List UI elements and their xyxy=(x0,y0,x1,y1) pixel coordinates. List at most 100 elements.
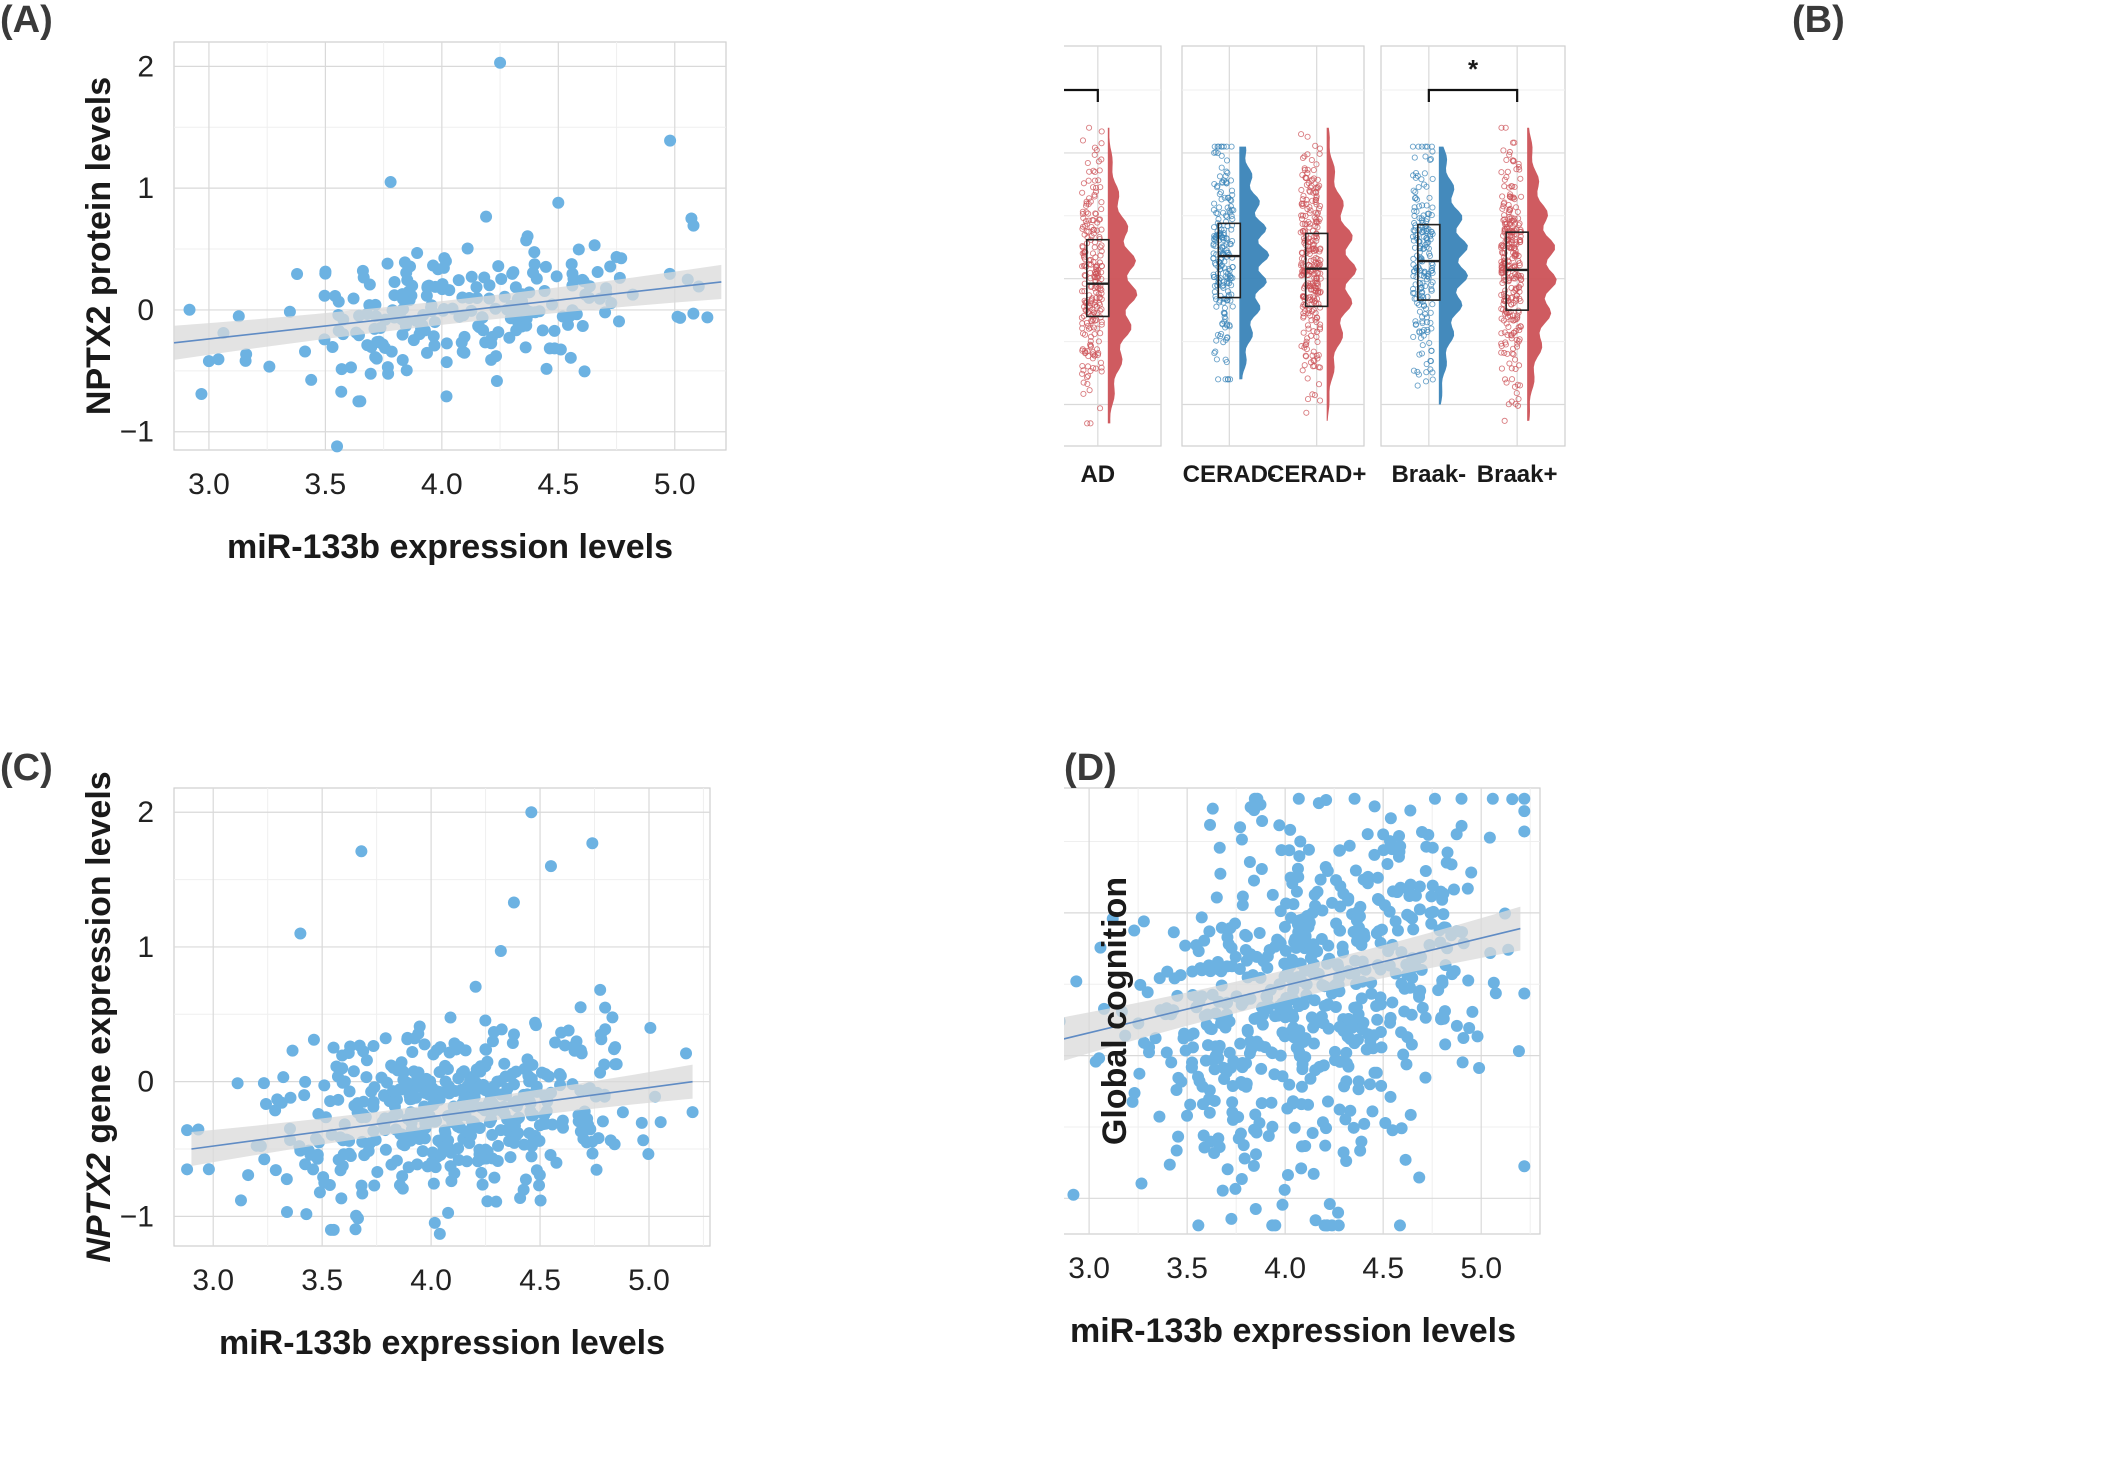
jitter-point xyxy=(1516,260,1523,267)
jitter-point xyxy=(1098,319,1105,326)
jitter-point xyxy=(1094,325,1101,332)
data-point xyxy=(594,983,607,996)
data-point xyxy=(664,134,677,147)
jitter-point xyxy=(1219,320,1226,327)
plot-area xyxy=(173,787,711,1247)
data-point xyxy=(509,281,522,294)
jitter-point xyxy=(1079,362,1086,370)
data-point xyxy=(1309,1214,1322,1227)
data-point xyxy=(565,258,578,271)
data-point xyxy=(425,1156,438,1169)
data-point xyxy=(1249,1148,1262,1161)
x-tick-label: 5.0 xyxy=(628,1264,670,1297)
jitter-point xyxy=(1423,235,1430,242)
data-point xyxy=(393,1179,406,1192)
jitter-point xyxy=(1085,353,1092,360)
group-label: Braak- xyxy=(1391,461,1466,488)
jitter-point xyxy=(1412,194,1419,201)
data-point xyxy=(1393,1219,1406,1232)
jitter-point xyxy=(1509,183,1516,190)
data-point xyxy=(461,1125,474,1138)
data-point xyxy=(1425,917,1438,930)
jitter-point xyxy=(1303,338,1310,345)
jitter-point xyxy=(1315,218,1322,225)
jitter-point xyxy=(1213,356,1220,363)
data-point xyxy=(567,272,580,285)
jitter-point xyxy=(1419,280,1426,287)
data-point xyxy=(1351,934,1364,947)
jitter-point xyxy=(1215,376,1222,383)
group-ad-pos xyxy=(1078,124,1138,427)
jitter-point xyxy=(1426,156,1434,164)
jitter-point xyxy=(1516,237,1523,244)
data-point xyxy=(354,395,367,408)
data-point xyxy=(1347,925,1360,938)
jitter-point xyxy=(1084,380,1091,388)
jitter-point xyxy=(1512,285,1519,292)
jitter-point xyxy=(1512,400,1519,407)
data-point xyxy=(444,1160,457,1173)
data-point xyxy=(1368,848,1381,861)
data-point xyxy=(1393,845,1406,858)
jitter-point xyxy=(1411,204,1418,211)
jitter-point xyxy=(1508,316,1515,323)
jitter-point xyxy=(1221,304,1228,312)
data-point xyxy=(1321,1219,1334,1232)
data-point xyxy=(1293,1024,1306,1037)
jitter-point xyxy=(1079,320,1086,327)
data-point xyxy=(1336,940,1349,953)
data-point xyxy=(1185,1061,1198,1074)
jitter-point xyxy=(1079,250,1086,257)
jitter-point xyxy=(1298,131,1305,138)
data-point xyxy=(488,1171,501,1184)
jitter-point xyxy=(1299,171,1306,178)
data-point xyxy=(459,1044,472,1057)
data-point xyxy=(1269,1219,1282,1232)
data-point xyxy=(549,1036,562,1049)
jitter-point xyxy=(1516,166,1523,173)
jitter-point xyxy=(1090,230,1097,237)
jitter-point xyxy=(1417,334,1424,342)
jitter-point xyxy=(1313,275,1320,282)
data-point xyxy=(1426,879,1439,892)
data-point xyxy=(336,1062,349,1075)
data-point xyxy=(1381,857,1394,870)
data-point xyxy=(1227,1054,1240,1067)
data-point xyxy=(369,1133,382,1146)
jitter-point xyxy=(1229,216,1236,223)
jitter-point xyxy=(1415,143,1422,150)
panel-label: (B) xyxy=(1792,0,1845,41)
jitter-point xyxy=(1515,395,1522,403)
data-point xyxy=(1314,873,1327,886)
jitter-point xyxy=(1518,193,1525,200)
jitter-point xyxy=(1498,330,1505,337)
data-point xyxy=(1395,1122,1408,1135)
y-tick-label: −1 xyxy=(120,416,154,449)
data-point xyxy=(1518,987,1531,1000)
data-point xyxy=(440,337,453,350)
data-point xyxy=(1221,960,1234,973)
jitter-point xyxy=(1503,156,1510,163)
jitter-point xyxy=(1211,232,1218,240)
data-point xyxy=(604,260,617,273)
jitter-point xyxy=(1299,196,1306,203)
jitter-point xyxy=(1415,371,1422,378)
data-point xyxy=(299,345,312,358)
jitter-point xyxy=(1513,166,1520,173)
data-point xyxy=(1339,1113,1352,1126)
jitter-point xyxy=(1301,296,1308,303)
jitter-point xyxy=(1098,286,1105,293)
jitter-point xyxy=(1092,184,1100,191)
jitter-point xyxy=(1224,169,1231,176)
panel-a-chart: 3.0 3.5 4.0 4.5 5.0 −1 0 1 2 miR-133b expression … xyxy=(0,0,727,566)
data-point xyxy=(444,1011,457,1024)
data-point xyxy=(1441,846,1454,859)
data-point xyxy=(613,315,626,328)
data-point xyxy=(1203,1106,1216,1119)
data-point xyxy=(1295,1140,1308,1153)
data-point xyxy=(1399,1153,1412,1166)
jitter-point xyxy=(1309,391,1316,398)
data-point xyxy=(495,1023,508,1036)
data-point xyxy=(1398,1005,1411,1018)
data-point xyxy=(1134,978,1147,991)
